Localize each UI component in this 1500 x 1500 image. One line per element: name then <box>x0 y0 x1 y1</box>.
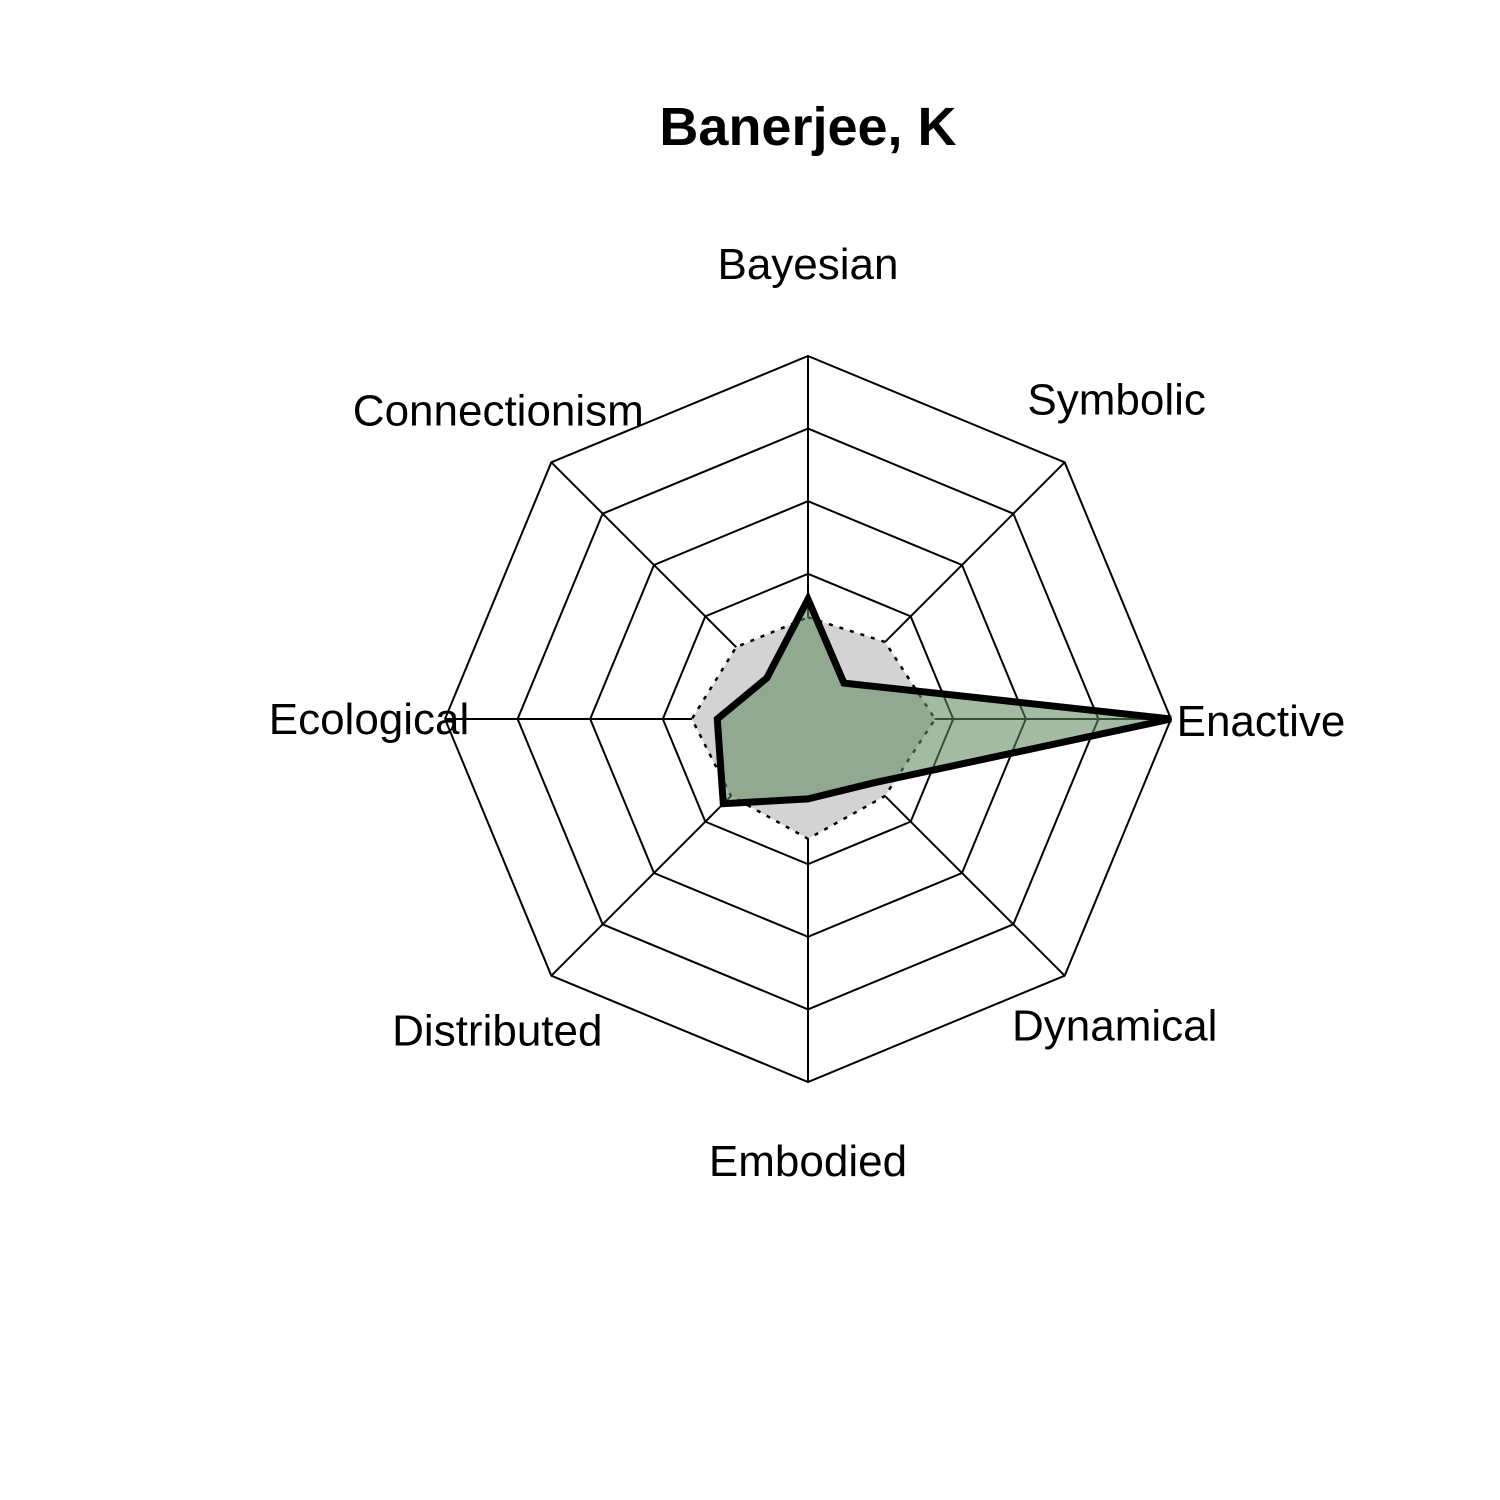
axis-label-embodied: Embodied <box>709 1137 907 1186</box>
axis-label-enactive: Enactive <box>1177 697 1346 746</box>
axis-label-symbolic: Symbolic <box>1027 375 1206 424</box>
axis-label-connectionism: Connectionism <box>353 386 644 435</box>
series-layer <box>690 591 1172 841</box>
axis-label-bayesian: Bayesian <box>717 240 898 289</box>
chart-title: Banerjee, K <box>659 97 956 157</box>
series-subject-polygon <box>713 591 1172 808</box>
axis-label-ecological: Ecological <box>269 695 470 744</box>
axis-label-dynamical: Dynamical <box>1012 1002 1217 1051</box>
axis-label-distributed: Distributed <box>392 1007 602 1056</box>
axis-labels: Bayesian Symbolic Enactive Dynamical Embodie… <box>269 240 1346 1186</box>
